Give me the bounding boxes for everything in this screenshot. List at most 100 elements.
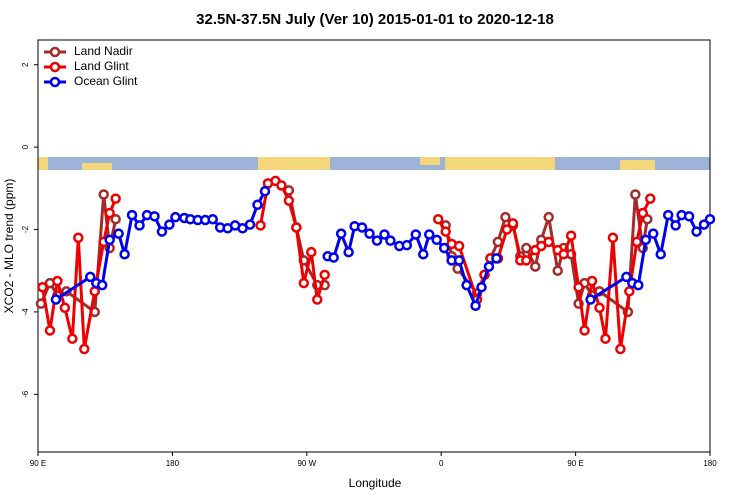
data-point <box>134 220 145 231</box>
data-point <box>244 219 256 230</box>
x-tick-label: 90 E <box>30 459 46 468</box>
legend-marker <box>49 61 61 73</box>
data-point <box>440 226 451 237</box>
land-band <box>258 157 330 170</box>
data-point <box>401 239 413 251</box>
data-point <box>73 232 84 244</box>
data-point <box>662 209 674 221</box>
data-point <box>521 255 532 266</box>
data-point <box>418 248 429 260</box>
data-point <box>410 229 422 240</box>
series <box>50 185 716 311</box>
land-band <box>420 157 440 165</box>
data-point <box>170 211 181 223</box>
data-point <box>691 226 702 237</box>
data-point <box>491 253 502 264</box>
data-point <box>573 281 584 293</box>
data-point <box>543 236 554 248</box>
data-point <box>207 213 218 225</box>
x-tick-label: 0 <box>439 459 444 468</box>
data-point <box>113 228 124 239</box>
data-point <box>291 222 302 233</box>
data-point <box>637 207 649 219</box>
data-point <box>521 242 532 254</box>
data-point <box>255 220 266 231</box>
data-point <box>259 185 271 197</box>
ocean-band <box>38 157 710 170</box>
data-point <box>96 279 108 291</box>
x-tick-label: 90 E <box>567 459 583 468</box>
data-point <box>59 302 71 314</box>
chart-title: 32.5N-37.5N July (Ver 10) 2015-01-01 to … <box>196 11 554 28</box>
data-point <box>252 199 263 211</box>
legend-marker <box>49 46 61 58</box>
data-point <box>343 246 354 258</box>
data-point <box>164 219 175 230</box>
data-point <box>558 248 569 260</box>
legend-label: Land Glint <box>74 59 129 73</box>
data-point <box>335 228 347 239</box>
data-point <box>594 302 605 314</box>
land-band <box>620 160 655 170</box>
data-point <box>385 235 396 246</box>
data-point <box>501 224 513 235</box>
x-axis-label: Longitude <box>349 476 402 490</box>
series <box>37 175 656 355</box>
series-line <box>589 211 712 301</box>
data-point <box>470 300 481 311</box>
legend-marker <box>49 76 61 88</box>
data-point <box>552 265 563 276</box>
data-point <box>306 246 317 258</box>
data-point <box>328 252 339 263</box>
y-tick-label: -4 <box>21 308 30 316</box>
data-point <box>645 193 656 204</box>
data-point <box>500 211 511 223</box>
data-point <box>507 218 519 229</box>
data-point <box>98 189 109 200</box>
data-point <box>543 211 554 223</box>
data-point <box>110 213 121 225</box>
data-point <box>565 230 577 241</box>
data-point <box>633 279 644 291</box>
data-point <box>704 213 716 225</box>
data-point <box>44 325 56 336</box>
data-point <box>52 275 63 287</box>
data-point <box>615 343 626 355</box>
data-point <box>276 180 287 191</box>
data-point <box>364 228 375 239</box>
data-point <box>371 235 383 246</box>
data-point <box>104 234 115 246</box>
data-point <box>579 325 590 336</box>
data-point <box>312 294 323 305</box>
data-point <box>536 240 547 252</box>
y-axis-label: XCO2 - MLO trend (ppm) <box>2 179 16 314</box>
data-point <box>298 277 310 289</box>
data-point <box>37 281 48 293</box>
data-point <box>149 211 160 222</box>
data-point <box>530 261 541 272</box>
x-tick-label: 180 <box>166 459 180 468</box>
data-point <box>79 343 90 355</box>
data-point <box>379 229 390 240</box>
data-point <box>640 234 652 246</box>
data-point <box>89 286 100 297</box>
data-point <box>104 207 115 219</box>
data-point <box>283 195 295 206</box>
land-ocean-strip <box>38 157 710 170</box>
data-point <box>453 240 465 252</box>
data-point <box>621 271 632 283</box>
y-tick-label: 0 <box>21 144 30 149</box>
data-point <box>670 220 681 231</box>
x-tick-label: 90 W <box>297 459 316 468</box>
data-point <box>683 211 695 222</box>
series-line <box>55 190 267 301</box>
data-point <box>110 193 121 204</box>
x-tick-label: 180 <box>703 459 717 468</box>
legend-label: Land Nadir <box>74 44 133 58</box>
data-point <box>431 234 442 246</box>
y-tick-label: -2 <box>21 225 30 233</box>
data-point <box>476 281 487 293</box>
data-point <box>424 229 435 240</box>
